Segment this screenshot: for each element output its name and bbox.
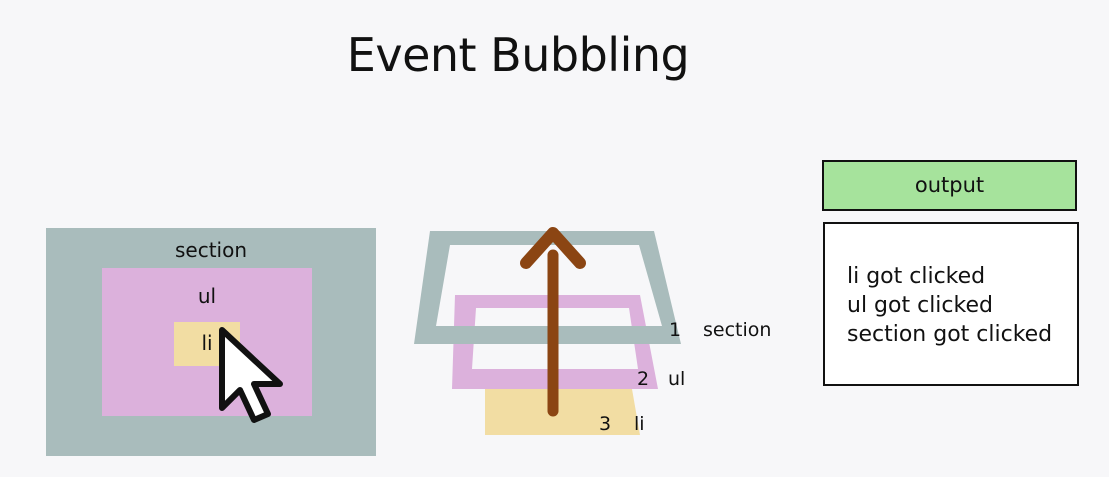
- output-line: section got clicked: [847, 320, 1052, 349]
- section-label: section: [46, 238, 376, 262]
- ul-label: ul: [102, 284, 312, 308]
- layer-2-name: ul: [668, 368, 685, 390]
- layer-3-number: 3: [599, 413, 611, 435]
- mouse-cursor-icon: [210, 320, 290, 430]
- layer-3-name: li: [634, 413, 645, 435]
- page-title: Event Bubbling: [0, 28, 1036, 82]
- output-line: ul got clicked: [847, 291, 1052, 320]
- layer-1-number: 1: [669, 319, 681, 341]
- output-panel: li got clicked ul got clicked section go…: [823, 222, 1079, 386]
- output-header: output: [822, 160, 1077, 211]
- li-layer: [485, 389, 640, 435]
- layer-1-name: section: [703, 319, 771, 341]
- output-line: li got clicked: [847, 262, 1052, 291]
- layer-2-number: 2: [637, 368, 649, 390]
- output-lines: li got clicked ul got clicked section go…: [847, 262, 1052, 349]
